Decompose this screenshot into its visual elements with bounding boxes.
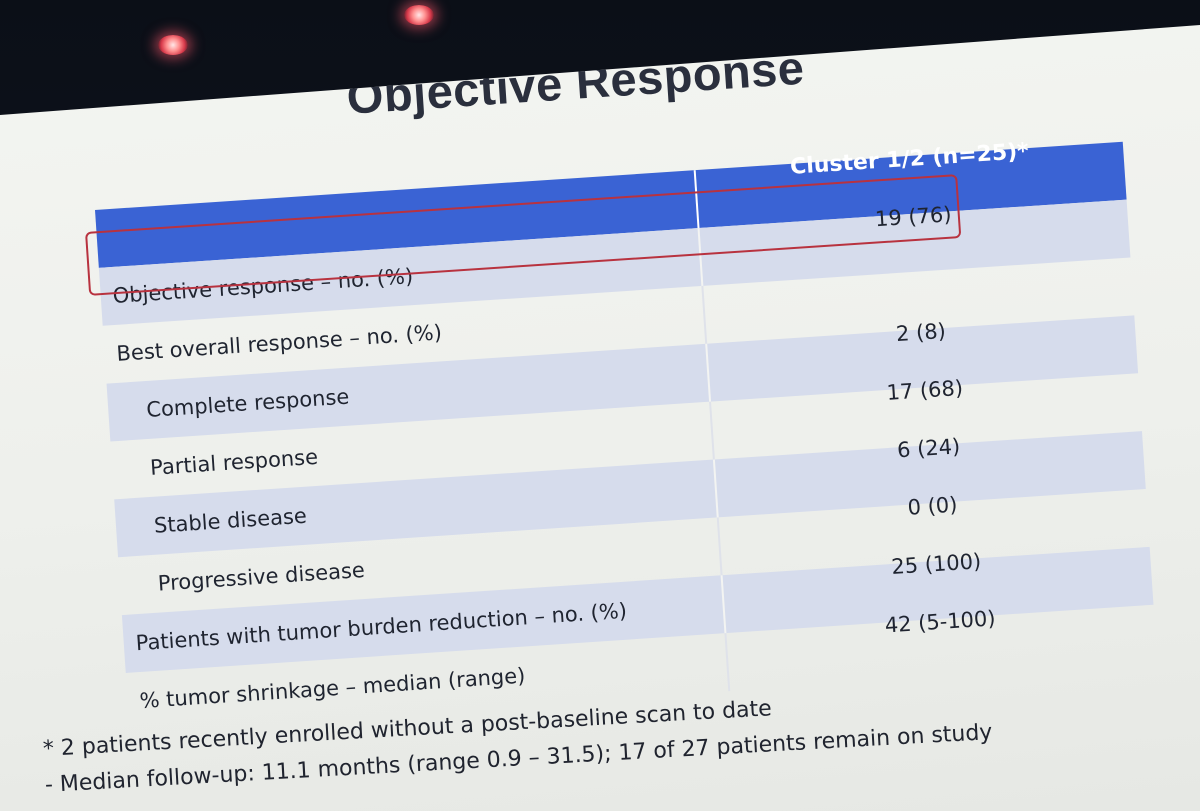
row-value-text: 0 (0) <box>906 492 959 520</box>
column-header-text: Cluster 1/2 (n=25)* <box>789 138 1030 180</box>
row-value-text: 6 (24) <box>896 434 961 463</box>
row-value-text: 19 (76) <box>874 202 953 232</box>
row-value-text: 25 (100) <box>890 549 982 579</box>
slide-title: Objective Response <box>345 40 806 124</box>
stage-light <box>404 5 434 25</box>
response-table: Cluster 1/2 (n=25)* Objective response –… <box>95 138 1158 731</box>
row-value-text: 2 (8) <box>895 318 947 347</box>
stage-light <box>158 35 188 55</box>
row-value-text: 17 (68) <box>885 375 964 405</box>
